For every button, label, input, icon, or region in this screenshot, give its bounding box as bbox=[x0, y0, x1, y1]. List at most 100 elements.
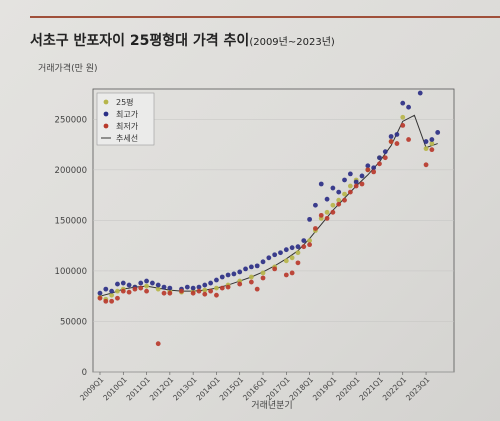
y-tick-label: 50000 bbox=[60, 317, 87, 327]
data-point bbox=[97, 295, 103, 301]
data-point bbox=[184, 284, 190, 290]
point-series bbox=[97, 90, 441, 347]
x-tick-label: 2021Q1 bbox=[357, 375, 385, 403]
y-tick-label: 150000 bbox=[55, 216, 87, 226]
x-tick-label: 2012Q1 bbox=[148, 375, 176, 403]
x-tick-label: 2023Q1 bbox=[404, 375, 432, 403]
data-point bbox=[266, 255, 272, 261]
data-point bbox=[283, 272, 289, 278]
data-point bbox=[190, 285, 196, 291]
x-tick-label: 2019Q1 bbox=[311, 375, 339, 403]
data-point bbox=[196, 288, 202, 294]
chart-title: 서초구 반포자이 25평형대 가격 추이(2009년~2023년) bbox=[30, 32, 335, 49]
data-point bbox=[237, 281, 243, 287]
x-tick-label: 2014Q1 bbox=[194, 375, 222, 403]
data-point bbox=[138, 280, 144, 286]
data-point bbox=[365, 167, 371, 173]
legend-swatch bbox=[103, 123, 109, 129]
data-point bbox=[202, 291, 208, 297]
data-point bbox=[324, 196, 330, 202]
legend-label: 최고가 bbox=[116, 109, 139, 119]
data-point bbox=[179, 288, 184, 294]
data-point bbox=[371, 165, 377, 171]
data-point bbox=[144, 278, 149, 284]
legend-label: 추세선 bbox=[116, 134, 138, 143]
data-point bbox=[196, 284, 202, 290]
data-point bbox=[342, 191, 347, 197]
data-point bbox=[295, 244, 301, 250]
data-point bbox=[260, 270, 266, 276]
data-point bbox=[219, 274, 225, 280]
legend-swatch bbox=[103, 111, 109, 117]
data-point bbox=[243, 266, 248, 272]
data-point bbox=[377, 161, 382, 167]
data-point bbox=[342, 177, 347, 183]
data-point bbox=[219, 285, 225, 291]
data-point bbox=[400, 100, 406, 106]
x-tick-label: 2011Q1 bbox=[125, 375, 153, 403]
y-tick-label: 100000 bbox=[55, 267, 87, 277]
data-point bbox=[132, 286, 138, 292]
x-tick-label: 2010Q1 bbox=[101, 375, 129, 403]
data-point bbox=[260, 259, 266, 265]
data-point bbox=[138, 285, 144, 291]
data-point bbox=[103, 286, 109, 292]
x-tick-label: 2013Q1 bbox=[171, 375, 199, 403]
data-point bbox=[272, 252, 278, 258]
data-point bbox=[254, 263, 260, 269]
data-point bbox=[272, 266, 278, 272]
data-point bbox=[115, 288, 120, 294]
data-point bbox=[359, 181, 365, 187]
data-point bbox=[307, 216, 312, 222]
data-point bbox=[423, 139, 429, 144]
data-point bbox=[289, 245, 295, 251]
data-point bbox=[109, 298, 115, 304]
data-point bbox=[429, 141, 435, 146]
data-point bbox=[417, 90, 423, 96]
data-point bbox=[120, 280, 126, 286]
data-point bbox=[307, 238, 312, 244]
data-point bbox=[307, 242, 312, 248]
data-point bbox=[377, 155, 382, 161]
data-point bbox=[231, 271, 237, 277]
data-point bbox=[109, 292, 115, 298]
data-point bbox=[301, 244, 307, 250]
data-point bbox=[214, 277, 219, 283]
y-axis-label: 거래가격(만 원) bbox=[38, 62, 98, 74]
data-point bbox=[167, 290, 173, 296]
x-axis-label: 거래년분기 bbox=[251, 400, 292, 411]
data-point bbox=[225, 284, 231, 290]
x-tick-label: 2009Q1 bbox=[78, 375, 106, 403]
data-point bbox=[214, 285, 219, 291]
data-point bbox=[301, 238, 307, 244]
data-point bbox=[388, 139, 394, 144]
data-point bbox=[161, 284, 167, 290]
data-point bbox=[103, 298, 109, 304]
data-point bbox=[161, 290, 167, 296]
data-point bbox=[283, 258, 289, 264]
data-point bbox=[254, 286, 260, 292]
data-point bbox=[144, 283, 149, 289]
data-point bbox=[371, 169, 377, 175]
data-point bbox=[342, 197, 347, 203]
data-point bbox=[318, 212, 324, 218]
data-point bbox=[155, 282, 161, 288]
data-point bbox=[336, 189, 342, 195]
data-point bbox=[289, 255, 295, 261]
data-point bbox=[225, 272, 231, 278]
data-point bbox=[115, 281, 120, 287]
data-point bbox=[313, 226, 318, 231]
data-point bbox=[237, 269, 243, 275]
data-point bbox=[429, 147, 435, 153]
data-point bbox=[155, 286, 161, 292]
data-point bbox=[126, 282, 132, 288]
data-point bbox=[382, 155, 388, 161]
data-point bbox=[382, 149, 388, 155]
data-point bbox=[423, 162, 429, 168]
data-point bbox=[353, 183, 359, 189]
data-point bbox=[295, 250, 301, 256]
data-point bbox=[394, 141, 400, 146]
data-point bbox=[167, 285, 173, 291]
data-point bbox=[109, 288, 115, 294]
